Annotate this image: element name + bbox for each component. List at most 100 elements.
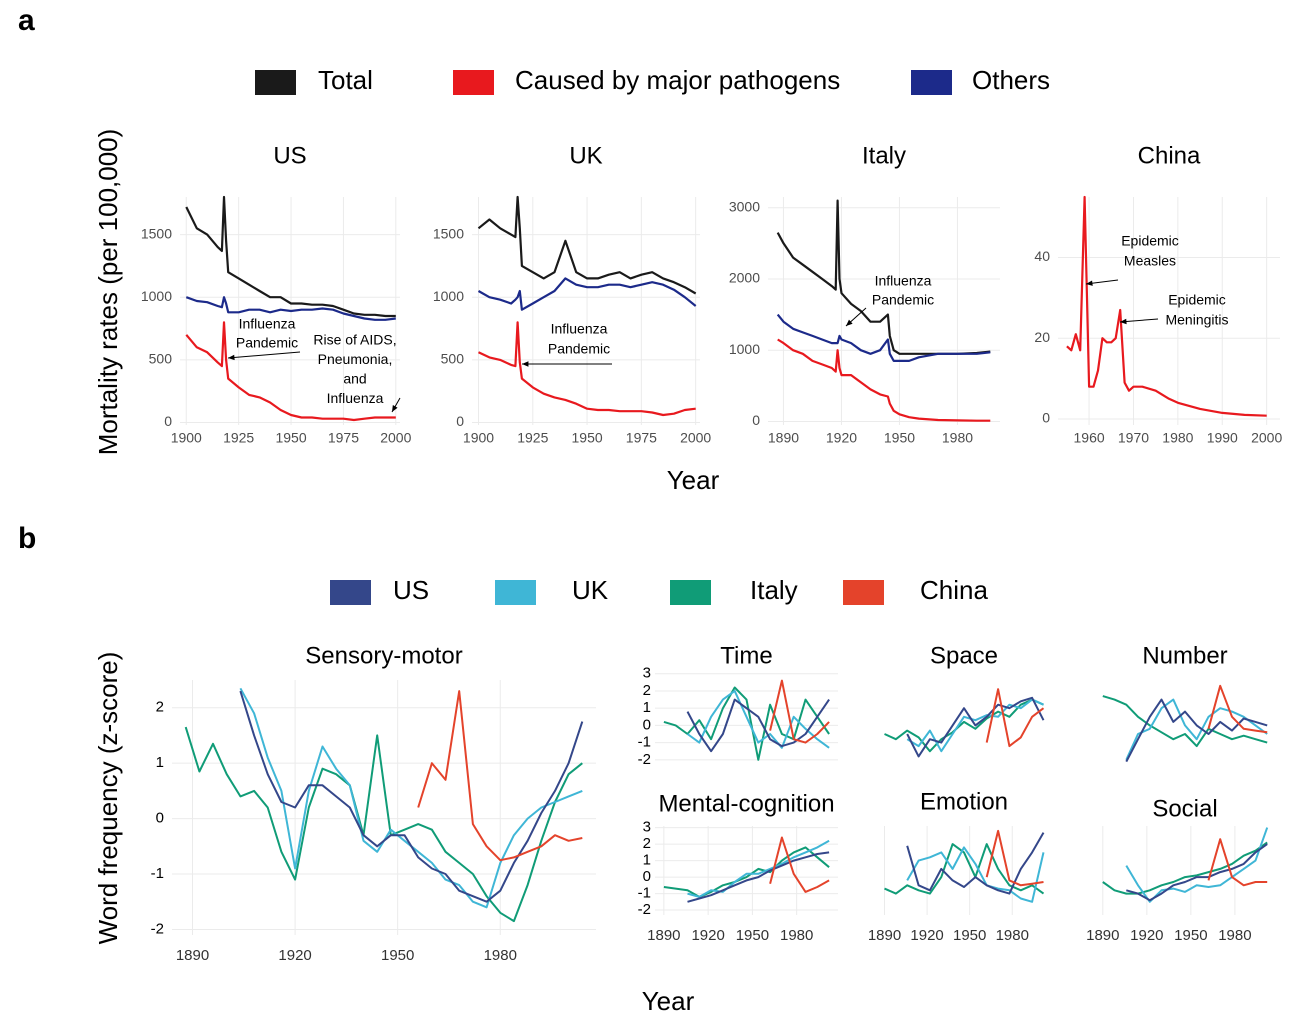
y-tick-label: 1000 [729,341,760,357]
arrow-head [228,354,235,361]
y-tick-label: 0 [1042,410,1050,426]
annotation: Pandemic [236,335,298,351]
chart-title: Italy [862,142,906,169]
chart-title: Emotion [920,788,1008,815]
y-tick-label: 3 [643,819,651,836]
x-tick-label: 1920 [278,947,311,964]
x-tick-label: 2000 [1251,430,1282,446]
arrow-head [1120,318,1127,325]
series-line [663,686,830,761]
series-line [1207,684,1268,734]
x-tick-label: 1900 [171,430,202,446]
series-line [1125,698,1268,761]
x-tick-label: 1950 [275,430,306,446]
y-tick-label: 0 [643,868,651,885]
x-tick-label: 2000 [680,430,711,446]
series-line [417,690,583,862]
x-tick-label: 1950 [381,947,414,964]
x-tick-label: 1980 [484,947,517,964]
x-tick-label: 1980 [1162,430,1193,446]
x-tick-label: 1925 [223,430,254,446]
chart-title: Sensory-motor [305,642,462,669]
y-tick-label: 0 [156,810,164,827]
x-tick-label: 1950 [884,430,915,446]
chart-title: Time [720,642,772,669]
series-line [906,846,1045,903]
annotation: Rise of AIDS, [313,332,396,348]
series-line [185,321,396,422]
series-line [687,851,830,903]
y-axis-label: Mortality rates (per 100,000) [93,129,123,456]
legend-label: US [393,575,429,605]
annotation: Influenza [875,273,932,289]
y-tick-label: 500 [441,351,465,367]
y-tick-label: -1 [151,865,164,882]
series-line [687,839,830,898]
y-tick-label: -2 [151,920,164,937]
legend-swatch [843,580,884,605]
arrow-head [522,361,529,367]
y-tick-label: 40 [1034,248,1050,264]
x-tick-label: 1920 [1130,927,1163,944]
y-tick-label: 0 [752,412,760,428]
y-tick-label: 1000 [433,288,464,304]
x-tick-label: 1890 [176,947,209,964]
annotation: Epidemic [1121,233,1179,249]
annotation: and [343,371,366,387]
y-tick-label: 2000 [729,270,760,286]
series-line [884,843,1045,895]
y-tick-label: 1500 [141,225,172,241]
panel-letter: a [18,4,35,37]
x-tick-label: 1980 [942,430,973,446]
x-tick-label: 1970 [1118,430,1149,446]
x-tick-label: 1990 [1207,430,1238,446]
x-tick-label: 1920 [910,927,943,944]
arrow-head [846,319,853,326]
arrow-head [1086,280,1093,286]
x-tick-label: 1975 [626,430,657,446]
y-tick-label: 3 [643,665,651,682]
legend-label: Others [972,65,1050,95]
x-tick-label: 1975 [328,430,359,446]
y-axis-label: Word frequency (z-score) [93,652,123,945]
y-tick-label: -2 [638,751,651,768]
chart-title: UK [569,142,602,169]
series-line [1102,695,1268,748]
y-tick-label: 0 [643,716,651,733]
series-line [1207,838,1268,887]
legend-label: Caused by major pathogens [515,65,840,95]
annotation: Meningitis [1165,312,1228,328]
series-line [769,836,830,893]
x-tick-label: 1980 [780,927,813,944]
legend-swatch [453,70,494,95]
x-tick-label: 1890 [768,430,799,446]
annotation: Measles [1124,253,1176,269]
y-tick-label: 1500 [433,225,464,241]
series-line [1125,827,1269,903]
series-line [478,321,696,417]
panel-letter: b [18,522,36,555]
chart-title: Social [1152,795,1217,822]
y-tick-label: -2 [638,901,651,918]
y-tick-label: 500 [149,351,173,367]
chart-title: China [1138,142,1201,169]
legend-label: UK [572,575,609,605]
legend-label: Italy [750,575,798,605]
x-tick-label: 1950 [953,927,986,944]
series-line [1102,841,1268,895]
annotation: Pandemic [548,341,610,357]
x-tick-label: 1950 [572,430,603,446]
x-tick-label: 2000 [380,430,411,446]
arrow-head [392,405,398,412]
y-tick-label: 1 [156,754,164,771]
series-line [906,832,1045,895]
x-tick-label: 1920 [826,430,857,446]
y-tick-label: 2 [643,682,651,699]
x-tick-label: 1980 [996,927,1029,944]
annotation-arrow [227,351,301,359]
series-line [985,688,1045,748]
series-line [884,698,1044,753]
legend-swatch [670,580,711,605]
x-tick-label: 1890 [1086,927,1119,944]
y-tick-label: 2 [156,699,164,716]
